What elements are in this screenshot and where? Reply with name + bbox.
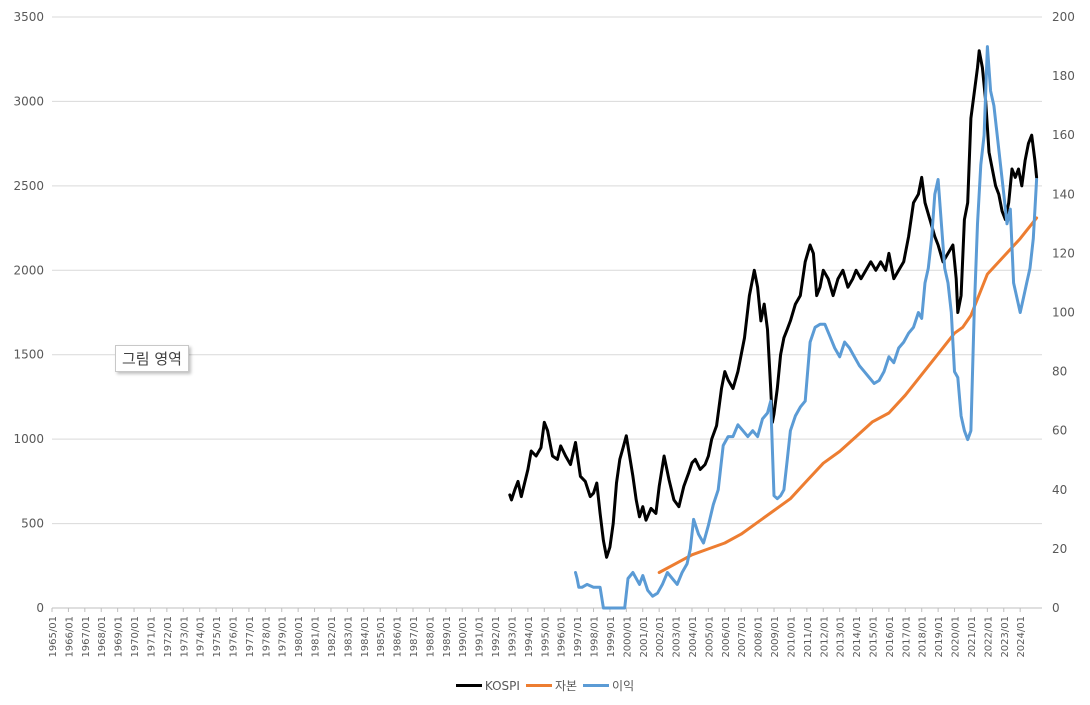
series-line-3 <box>574 45 1039 610</box>
x-tick-label: 2015/01 <box>868 616 879 658</box>
x-tick-label: 2011/01 <box>803 616 814 658</box>
legend-label: 이익 <box>612 679 635 693</box>
legend-swatch <box>455 684 482 687</box>
x-tick-label: 1986/01 <box>393 616 404 658</box>
x-tick-label: 1999/01 <box>606 616 617 658</box>
x-tick-label: 2021/01 <box>967 616 978 658</box>
x-tick-label: 1967/01 <box>81 616 92 658</box>
x-tick-label: 1987/01 <box>409 616 420 658</box>
x-tick-label: 2008/01 <box>754 616 765 658</box>
legend-swatch <box>583 684 610 687</box>
y-left-tick-label: 3000 <box>13 94 44 108</box>
y-right-tick-label: 60 <box>1052 424 1067 438</box>
legend-item-2: 자본 <box>525 677 578 694</box>
x-tick-label: 2014/01 <box>852 616 863 658</box>
x-tick-label: 1983/01 <box>343 616 354 658</box>
x-tick-label: 1976/01 <box>229 616 240 658</box>
x-tick-label: 1993/01 <box>507 616 518 658</box>
x-tick-label: 1980/01 <box>294 616 305 658</box>
legend-swatch <box>525 684 552 687</box>
x-tick-label: 2023/01 <box>1000 616 1011 658</box>
x-tick-label: 1992/01 <box>491 616 502 658</box>
x-tick-label: 2019/01 <box>934 616 945 658</box>
y-right-tick-label: 100 <box>1052 306 1075 320</box>
x-tick-label: 1974/01 <box>196 616 207 658</box>
x-tick-label: 1973/01 <box>179 616 190 658</box>
x-tick-label: 2024/01 <box>1016 616 1027 658</box>
x-tick-label: 1972/01 <box>163 616 174 658</box>
x-tick-label: 2004/01 <box>688 616 699 658</box>
x-tick-label: 1988/01 <box>425 616 436 658</box>
x-tick-label: 1975/01 <box>212 616 223 658</box>
series-line-2 <box>657 216 1039 574</box>
x-tick-label: 2006/01 <box>721 616 732 658</box>
x-tick-label: 2002/01 <box>655 616 666 658</box>
y-right-tick-label: 0 <box>1052 601 1060 615</box>
chart-legend: KOSPI 자본 이익 <box>0 676 1090 694</box>
x-tick-label: 1997/01 <box>573 616 584 658</box>
x-tick-label: 1990/01 <box>458 616 469 658</box>
x-tick-label: 1985/01 <box>376 616 387 658</box>
y-right-tick-label: 120 <box>1052 246 1075 260</box>
x-tick-label: 1970/01 <box>130 616 141 658</box>
x-tick-label: 2012/01 <box>819 616 830 658</box>
x-tick-label: 1977/01 <box>245 616 256 658</box>
x-tick-label: 1998/01 <box>590 616 601 658</box>
y-left-tick-label: 1500 <box>13 348 44 362</box>
y-left-tick-label: 2500 <box>13 179 44 193</box>
y-right-tick-label: 180 <box>1052 69 1075 83</box>
x-tick-label: 1996/01 <box>557 616 568 658</box>
y-right-tick-label: 160 <box>1052 128 1075 142</box>
legend-item-3: 이익 <box>583 677 634 694</box>
x-tick-label: 1995/01 <box>540 616 551 658</box>
x-tick-label: 2013/01 <box>836 616 847 658</box>
x-tick-label: 1981/01 <box>311 616 322 658</box>
x-tick-label: 2009/01 <box>770 616 781 658</box>
x-tick-label: 2010/01 <box>786 616 797 658</box>
x-tick-label: 1965/01 <box>48 616 59 658</box>
x-tick-label: 2016/01 <box>885 616 896 658</box>
x-tick-label: 1978/01 <box>261 616 272 658</box>
y-left-tick-label: 2000 <box>13 263 44 277</box>
y-left-tick-label: 0 <box>36 601 44 615</box>
x-tick-label: 2007/01 <box>737 616 748 658</box>
x-tick-label: 2018/01 <box>918 616 929 658</box>
y-right-tick-label: 20 <box>1052 542 1067 556</box>
y-left-tick-label: 1000 <box>13 432 44 446</box>
x-tick-label: 1991/01 <box>475 616 486 658</box>
x-tick-label: 1971/01 <box>146 616 157 658</box>
legend-label: KOSPI <box>484 678 520 693</box>
legend-label: 자본 <box>554 679 578 693</box>
x-tick-label: 1989/01 <box>442 616 453 658</box>
y-right-tick-label: 80 <box>1052 365 1067 379</box>
x-tick-label: 1966/01 <box>64 616 75 658</box>
x-tick-label: 2022/01 <box>983 616 994 658</box>
x-tick-label: 1984/01 <box>360 616 371 658</box>
x-tick-label: 1994/01 <box>524 616 535 658</box>
y-left-tick-label: 500 <box>21 517 44 531</box>
y-left-tick-label: 3500 <box>13 10 44 24</box>
plot-area-tooltip: 그림 영역 <box>115 345 189 372</box>
y-right-tick-label: 40 <box>1052 483 1067 497</box>
legend-item-1: KOSPI <box>455 678 520 693</box>
x-tick-label: 1968/01 <box>97 616 108 658</box>
x-tick-label: 2005/01 <box>704 616 715 658</box>
x-tick-label: 1969/01 <box>114 616 125 658</box>
x-tick-label: 2020/01 <box>951 616 962 658</box>
x-tick-label: 2017/01 <box>901 616 912 658</box>
y-right-tick-label: 200 <box>1052 10 1075 24</box>
x-tick-label: 1979/01 <box>278 616 289 658</box>
series-line-1 <box>508 49 1039 559</box>
x-tick-label: 2003/01 <box>672 616 683 658</box>
x-tick-label: 1982/01 <box>327 616 338 658</box>
y-right-tick-label: 140 <box>1052 187 1075 201</box>
x-tick-label: 2001/01 <box>639 616 650 658</box>
x-tick-label: 2000/01 <box>622 616 633 658</box>
